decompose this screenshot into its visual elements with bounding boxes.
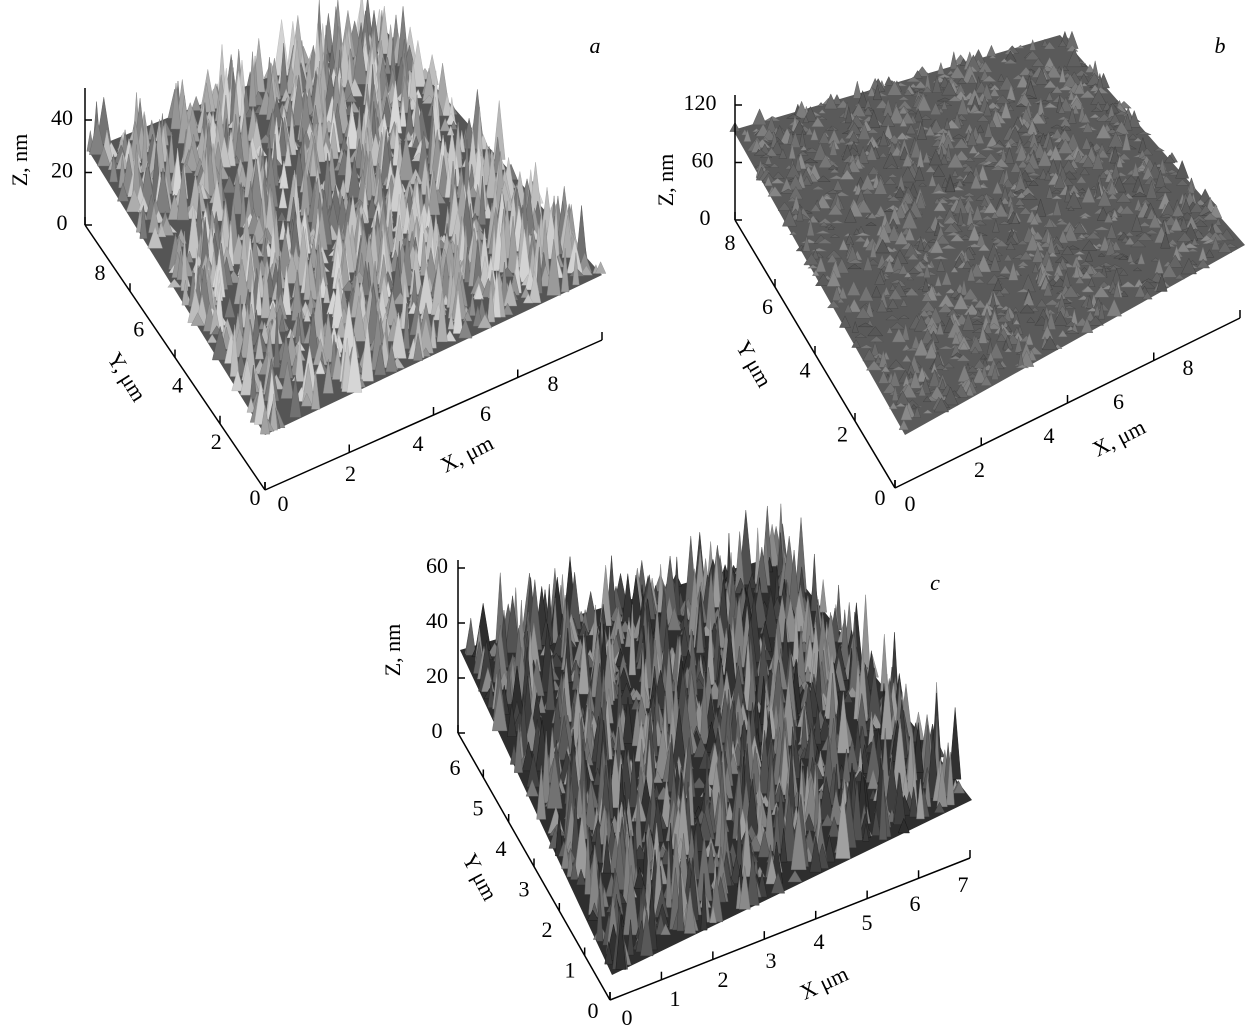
panel-label: c: [930, 570, 940, 595]
z-axis-tick-label: 40: [51, 105, 73, 130]
x-axis-tick-label: 0: [278, 491, 289, 516]
panel: 0 20 40 0 2 4 6 8 0 2 4 6 8 Z, nm Y, μm X, μm a: [7, 0, 606, 516]
surface-spike: [753, 109, 767, 125]
z-axis-tick-label: 0: [700, 205, 711, 230]
x-axis-tick-label: 4: [413, 431, 424, 456]
x-axis-tick-label: 4: [1044, 423, 1055, 448]
y-axis-tick-label: 0: [250, 485, 261, 510]
y-axis-tick-label: 4: [172, 373, 183, 398]
x-axis-title: X, μm: [436, 430, 497, 478]
panel-label: a: [590, 33, 601, 58]
y-axis-tick-label: 6: [762, 294, 773, 319]
panel: 0601200246802468Z, nmY μmX, μmb: [653, 31, 1245, 516]
x-axis-tick-label: 4: [814, 929, 825, 954]
x-axis-tick-label: 1: [670, 986, 681, 1011]
y-axis-title: Y, μm: [102, 348, 151, 406]
y-axis-title: Y μm: [731, 336, 777, 391]
y-axis-tick-label: 8: [95, 260, 106, 285]
figure: 020400246802468Z, nmY, μmX, μma060120024…: [0, 0, 1247, 1030]
y-axis-tick-label: 4: [800, 358, 811, 383]
y-axis-tick-label: 2: [542, 917, 553, 942]
y-axis-tick-label: 2: [837, 421, 848, 446]
z-axis-tick-label: 40: [426, 608, 448, 633]
surface-spike: [820, 580, 827, 613]
x-axis-tick-label: 2: [718, 967, 729, 992]
z-axis-tick-label: 120: [684, 90, 717, 115]
surface-spike: [811, 554, 818, 611]
panel-label: b: [1215, 33, 1226, 58]
surface-spike: [853, 81, 861, 98]
z-axis-title: Z, nm: [380, 624, 405, 677]
z-axis-tick-label: 0: [57, 210, 68, 235]
x-axis-tick-label: 6: [480, 401, 491, 426]
x-axis-tick-label: 6: [1113, 389, 1124, 414]
x-axis-tick-label: 2: [345, 461, 356, 486]
y-axis-tick-label: 0: [875, 485, 886, 510]
x-axis-tick-label: 5: [862, 910, 873, 935]
x-axis-tick-label: 0: [622, 1005, 633, 1030]
z-axis-title: Z, nm: [653, 154, 678, 207]
x-axis-title: X, μm: [1088, 414, 1149, 462]
x-axis-tick-label: 0: [905, 491, 916, 516]
z-axis-tick-label: 0: [432, 718, 443, 743]
y-axis-tick-label: 8: [725, 230, 736, 255]
x-axis-title: X μm: [796, 961, 852, 1005]
x-axis-tick-label: 8: [548, 371, 559, 396]
y-axis-tick-label: 0: [588, 998, 599, 1023]
y-axis-tick-label: 2: [211, 429, 222, 454]
z-axis-tick-label: 20: [426, 663, 448, 688]
panel: 0204060012345601234567Z, nmY μmX μmc: [380, 504, 972, 1030]
y-axis-tick-label: 6: [133, 316, 144, 341]
z-axis-title: Z, nm: [7, 134, 32, 187]
surface-spike: [466, 618, 476, 655]
y-axis-tick-label: 6: [450, 755, 461, 780]
z-axis-tick-label: 20: [51, 158, 73, 183]
y-axis-tick-label: 3: [519, 877, 530, 902]
z-axis-tick-label: 60: [692, 148, 714, 173]
x-axis-tick-label: 3: [766, 948, 777, 973]
x-axis-tick-label: 6: [910, 891, 921, 916]
surface-spike: [937, 63, 944, 75]
z-axis-tick-label: 60: [426, 553, 448, 578]
y-axis-tick-label: 5: [473, 796, 484, 821]
y-axis-tick-label: 1: [565, 958, 576, 983]
x-axis-tick-label: 7: [958, 872, 969, 897]
x-axis-tick-label: 8: [1183, 355, 1194, 380]
y-axis-tick-label: 4: [496, 836, 507, 861]
x-axis-tick-label: 2: [974, 457, 985, 482]
surface-spike: [987, 45, 996, 56]
